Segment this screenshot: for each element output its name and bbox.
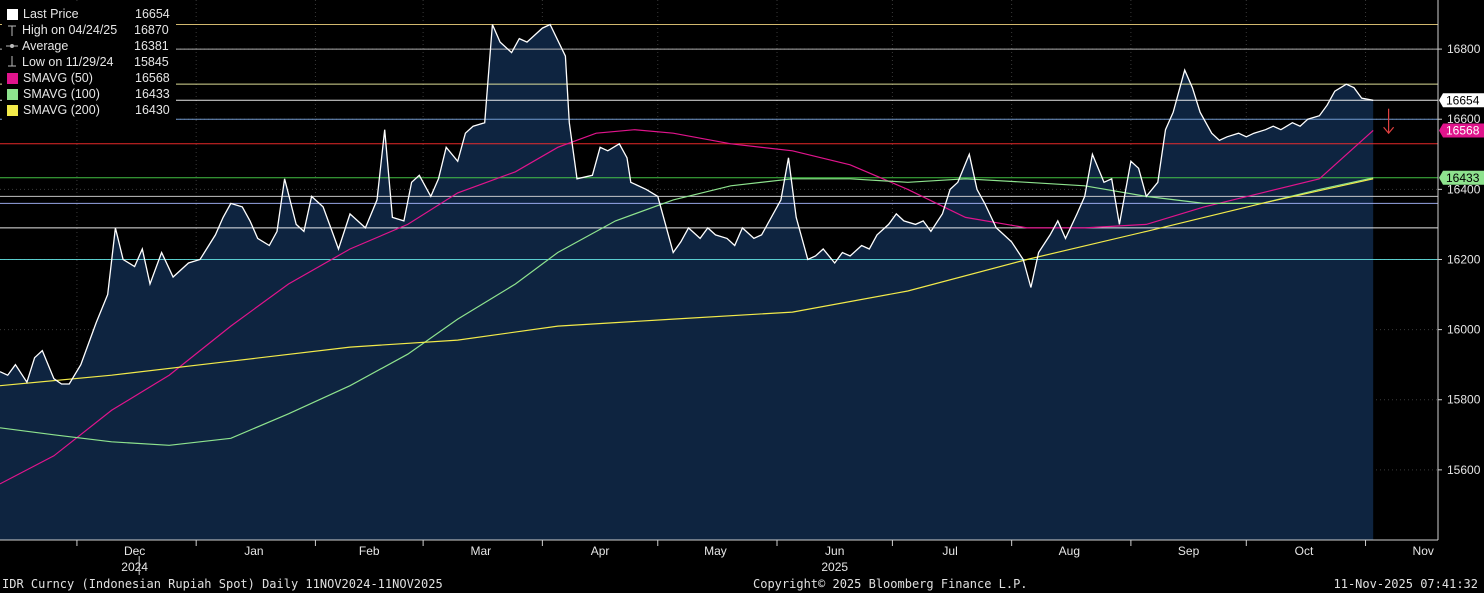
y-tick-label: 15800 [1447,393,1481,407]
price-tag-label: 16433 [1446,171,1480,185]
forecast-arrow-head [1383,126,1395,135]
x-tick-label: Jul [942,544,957,558]
legend-item: High on 04/24/25 16870 [6,22,170,38]
price-tag [1439,123,1484,138]
price-tag [1439,170,1484,185]
x-tick-label: Jun [825,544,844,558]
price-tag-label: 16568 [1446,123,1480,137]
low-marker-icon [6,56,18,68]
legend-value: 16433 [135,87,170,101]
legend-label: SMAVG (50) [23,71,93,85]
x-year-label: 2024 [121,560,148,574]
legend-swatch [7,8,18,20]
y-tick-label: 16000 [1447,323,1481,337]
legend-item: SMAVG (50) 16568 [6,70,170,86]
x-tick-label: Jan [244,544,263,558]
high-marker-icon [6,24,18,36]
x-tick-label: Mar [470,544,491,558]
timestamp: 11-Nov-2025 07:41:32 [1333,577,1479,591]
legend-item: SMAVG (200) 16430 [6,102,170,118]
legend-item: Average 16381 [6,38,170,54]
price-tag-label: 16654 [1446,93,1480,107]
series-line-last-price [0,23,1374,385]
x-year-label: 2025 [821,560,848,574]
legend-item: Low on 11/29/24 15845 [6,54,170,70]
series-line-smavg-50 [0,129,1374,485]
series-line-smavg-200 [0,178,1374,387]
legend-label: Last Price [23,7,79,21]
legend-label: SMAVG (100) [23,87,100,101]
average-marker-icon [6,40,18,52]
x-tick-label: Feb [359,544,380,558]
security-description: IDR Curncy (Indonesian Rupiah Spot) Dail… [2,577,443,591]
legend-value: 16568 [135,71,170,85]
price-chart: 15600 15800 16000 16200 16400 16600 16800 16654… [0,0,1484,575]
legend-value: 16430 [135,103,170,117]
legend-swatch [7,104,18,116]
x-tick-label: Sep [1178,544,1200,558]
legend-label: High on 04/24/25 [22,23,118,37]
price-tag [1439,93,1484,108]
legend-swatch [7,72,18,84]
y-tick-label: 16600 [1447,112,1481,126]
x-tick-label: Dec [124,544,145,558]
legend-value: 16381 [134,39,169,53]
legend-label: Low on 11/29/24 [22,55,114,69]
legend-item: SMAVG (100) 16433 [6,86,170,102]
x-tick-label: May [704,544,727,558]
x-tick-label: Oct [1295,544,1314,558]
legend-value: 15845 [134,55,169,69]
legend: Last Price 16654 High on 04/24/25 16870 Aver… [2,3,176,120]
legend-value: 16654 [135,7,170,21]
x-tick-label: Aug [1059,544,1080,558]
footer: IDR Curncy (Indonesian Rupiah Spot) Dail… [0,575,1484,593]
y-tick-label: 16800 [1447,42,1481,56]
x-tick-label: Apr [591,544,610,558]
y-tick-label: 16400 [1447,182,1481,196]
legend-label: SMAVG (200) [23,103,100,117]
legend-item: Last Price 16654 [6,6,170,22]
y-tick-label: 15600 [1447,463,1481,477]
legend-swatch [7,88,18,100]
copyright: Copyright© 2025 Bloomberg Finance L.P. [753,577,1028,591]
legend-label: Average [22,39,69,53]
y-tick-label: 16200 [1447,252,1481,266]
legend-value: 16870 [134,23,169,37]
x-tick-label: Nov [1413,544,1434,558]
last-price-area [0,24,1374,540]
